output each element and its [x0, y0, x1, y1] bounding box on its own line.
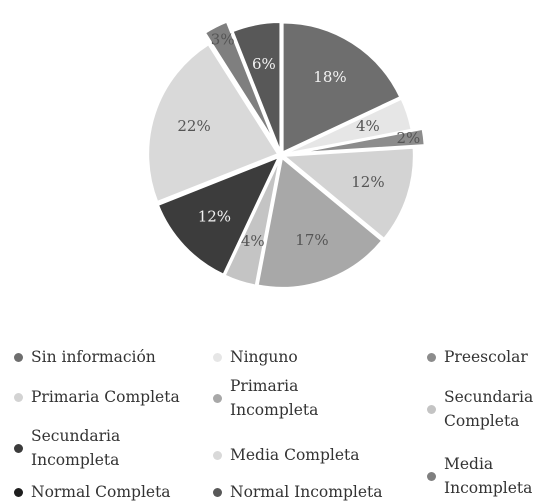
- legend-swatch: [14, 443, 23, 453]
- legend-swatch: [14, 392, 23, 402]
- slice-label: 18%: [313, 68, 346, 86]
- legend-swatch: [427, 471, 436, 481]
- pie-slice: [281, 146, 415, 241]
- legend-label: Preescolar: [444, 348, 528, 366]
- legend-swatch: [427, 352, 436, 362]
- slice-label: 4%: [356, 117, 380, 135]
- pie-slice: [231, 21, 282, 153]
- slice-label: 2%: [396, 129, 420, 147]
- legend-swatch: [14, 352, 23, 362]
- pie-area: 18% 4% 2% 12% 17% 4% 12% 22% 3% 6%: [147, 20, 426, 289]
- legend-label: Secundaria Incompleta: [31, 427, 121, 469]
- legend-label: Secundaria Completa: [444, 388, 534, 430]
- legend-item: Primaria Completa: [14, 385, 231, 409]
- legend-item: Media Incompleta: [427, 452, 540, 500]
- legend-swatch: [213, 352, 222, 362]
- legend-item: Preescolar: [427, 345, 540, 369]
- legend-label: Primaria Incompleta: [230, 377, 319, 419]
- legend-swatch: [213, 393, 222, 403]
- slice-label: 17%: [295, 231, 328, 249]
- legend-label: Primaria Completa: [31, 388, 180, 406]
- slice-label: 4%: [241, 232, 265, 250]
- legend-swatch: [427, 404, 436, 414]
- legend-swatch: [14, 487, 23, 497]
- legend-item: Primaria Incompleta: [213, 374, 350, 422]
- slice-label: 12%: [198, 208, 231, 226]
- legend-item: Media Completa: [213, 443, 430, 467]
- legend-label: Sin información: [31, 348, 156, 366]
- slice-label: 22%: [177, 117, 210, 135]
- pie-slice: [156, 155, 281, 277]
- legend-swatch: [213, 487, 222, 497]
- pie-slice: [223, 157, 282, 287]
- legend-label: Media Completa: [230, 446, 360, 464]
- legend-item: Ninguno: [213, 345, 430, 369]
- legend-item: Secundaria Completa: [427, 385, 540, 433]
- legend-swatch: [213, 450, 222, 460]
- legend-label: Normal Incompleta: [230, 483, 383, 501]
- pie-slice: [256, 155, 384, 289]
- pie-slice: [147, 42, 280, 204]
- pie-slice: [294, 127, 426, 155]
- legend-item: Normal Completa: [14, 480, 231, 504]
- legend-item: Secundaria Incompleta: [14, 424, 151, 472]
- slice-label: 12%: [351, 173, 384, 191]
- pie-slice: [281, 21, 402, 155]
- slice-label: 6%: [252, 55, 276, 73]
- pie-slice: [283, 97, 413, 156]
- slice-label: 3%: [211, 31, 235, 49]
- legend-label: Ninguno: [230, 348, 298, 366]
- legend-item: Sin información: [14, 345, 231, 369]
- legend-label: Media Incompleta: [444, 455, 533, 497]
- pie-slice: [203, 20, 276, 144]
- legend-item: Normal Incompleta: [213, 480, 430, 504]
- legend-label: Normal Completa: [31, 483, 171, 501]
